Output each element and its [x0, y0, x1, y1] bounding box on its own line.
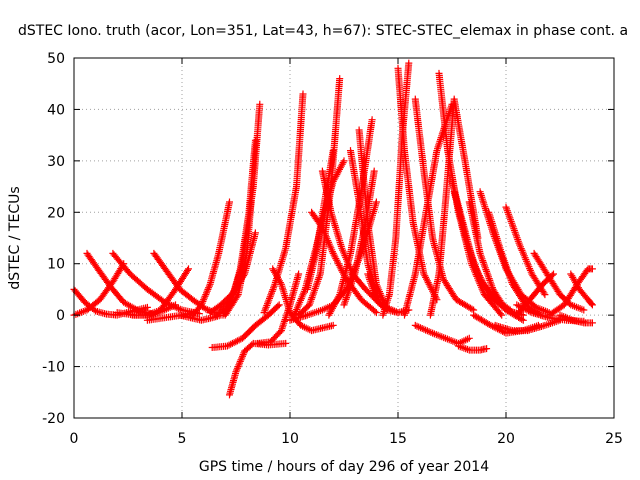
y-tick-label: 50 [47, 51, 65, 67]
series-markers [208, 301, 283, 351]
series-track [189, 198, 233, 319]
y-axis-title: dSTEC / TECUs [7, 186, 23, 289]
series-track [150, 249, 218, 317]
series-track [208, 301, 283, 351]
series-markers [221, 198, 255, 319]
x-tick-label: 10 [281, 431, 299, 447]
series-markers [455, 342, 491, 354]
series-track [485, 208, 545, 319]
series-track [128, 265, 192, 319]
series-markers [355, 126, 391, 314]
series-markers [260, 90, 307, 317]
series-markers [411, 95, 478, 314]
x-tick-label: 20 [497, 431, 515, 447]
y-tick-label: 10 [47, 257, 65, 273]
series-markers [485, 208, 545, 319]
x-axis-title: GPS time / hours of day 296 of year 2014 [199, 459, 489, 475]
series-markers [128, 265, 192, 319]
chart-title: dSTEC Iono. truth (acor, Lon=351, Lat=43… [18, 23, 628, 39]
series-track [465, 198, 527, 324]
series-track [221, 198, 255, 319]
y-tick-label: 40 [47, 102, 65, 118]
y-tick-label: 20 [47, 205, 65, 221]
y-tick-label: -10 [42, 360, 65, 376]
series-markers [465, 198, 527, 324]
ticks: 0 5 10 15 20 25 -20 -10 0 10 20 30 40 50 [42, 51, 623, 447]
y-tick-label: 0 [56, 308, 65, 324]
series-track [567, 270, 596, 309]
x-tick-label: 0 [70, 431, 79, 447]
x-tick-label: 5 [178, 431, 187, 447]
series-markers [150, 249, 218, 317]
series-track [411, 95, 478, 314]
series-track [355, 126, 391, 314]
series-track [491, 316, 564, 335]
series-markers [567, 270, 596, 309]
x-tick-label: 25 [605, 431, 623, 447]
series-track [260, 90, 307, 317]
series-track [455, 342, 491, 354]
series-markers [189, 198, 233, 319]
plot-frame [73, 57, 615, 419]
series-track [556, 311, 596, 327]
series-markers [491, 316, 564, 335]
y-tick-label: 30 [47, 154, 65, 170]
series-layer [70, 59, 596, 399]
y-tick-label: -20 [42, 411, 65, 427]
x-tick-label: 15 [389, 431, 407, 447]
series-markers [556, 311, 596, 327]
